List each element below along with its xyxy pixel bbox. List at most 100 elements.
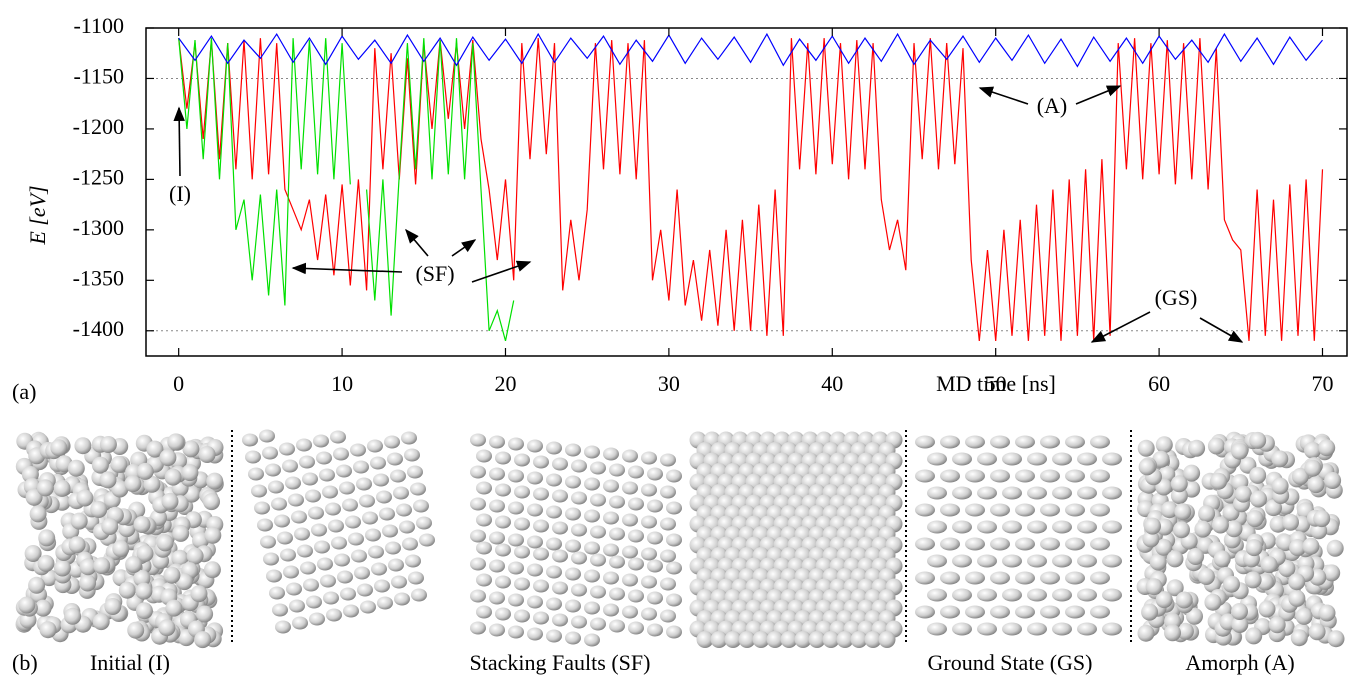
atom xyxy=(1155,591,1173,609)
atom xyxy=(353,460,369,474)
x-tick-label: 20 xyxy=(494,371,516,396)
atom xyxy=(508,593,524,607)
atom xyxy=(360,600,376,614)
atom xyxy=(1194,520,1212,538)
atom xyxy=(565,631,581,645)
atom xyxy=(1149,553,1167,571)
atom xyxy=(1040,435,1060,449)
atom xyxy=(514,517,530,531)
atom xyxy=(351,549,367,563)
atom xyxy=(206,472,224,490)
panel-label: (b) xyxy=(12,650,38,675)
atom xyxy=(277,531,293,545)
atom xyxy=(552,613,568,627)
atom xyxy=(915,537,935,551)
atom xyxy=(470,621,486,635)
atom xyxy=(533,487,549,501)
atom xyxy=(263,552,279,566)
atom xyxy=(1295,607,1313,625)
atom xyxy=(1002,520,1022,534)
atom xyxy=(254,501,270,515)
atom xyxy=(196,605,214,623)
atom xyxy=(1065,503,1085,517)
atom xyxy=(282,459,298,473)
atom xyxy=(311,523,327,537)
atom xyxy=(416,516,432,530)
atom xyxy=(546,565,562,579)
atom xyxy=(359,494,375,508)
atom xyxy=(533,611,549,625)
atom xyxy=(590,585,606,599)
atom xyxy=(514,485,530,499)
atom xyxy=(1144,517,1161,535)
atom xyxy=(952,554,972,568)
atom xyxy=(977,520,997,534)
atom xyxy=(590,525,606,539)
atom xyxy=(37,554,55,572)
atom xyxy=(1170,475,1188,493)
atom xyxy=(93,557,111,575)
atom xyxy=(36,479,54,497)
atom xyxy=(1015,605,1035,619)
atom xyxy=(1040,469,1060,483)
atom xyxy=(571,459,587,473)
atom xyxy=(1002,622,1022,636)
atom xyxy=(565,539,581,553)
atom xyxy=(76,489,94,507)
atom xyxy=(248,467,264,481)
atom xyxy=(322,485,338,499)
atom xyxy=(514,453,530,467)
atom xyxy=(738,631,756,648)
atom xyxy=(1291,467,1309,485)
atom xyxy=(470,557,486,571)
atom xyxy=(489,499,505,513)
atom xyxy=(552,457,568,471)
atom xyxy=(356,477,372,491)
atom xyxy=(1288,589,1306,607)
atom xyxy=(1210,472,1228,490)
atom xyxy=(590,553,606,567)
atom xyxy=(609,495,625,509)
atom xyxy=(965,571,985,585)
atom xyxy=(317,557,333,571)
atom xyxy=(495,483,511,497)
y-tick-label: -1350 xyxy=(73,265,124,290)
atom xyxy=(666,501,682,515)
atom xyxy=(257,518,273,532)
atom xyxy=(1065,435,1085,449)
atom xyxy=(977,452,997,466)
atom xyxy=(163,566,181,584)
atom xyxy=(306,595,322,609)
atom xyxy=(647,467,663,481)
atom xyxy=(1027,486,1047,500)
atom xyxy=(1065,469,1085,483)
atom xyxy=(552,521,568,535)
atom xyxy=(1027,554,1047,568)
atom xyxy=(1077,452,1097,466)
caption: Ground State (GS) xyxy=(928,650,1093,675)
atom xyxy=(552,489,568,503)
y-axis-label: E [eV] xyxy=(25,185,50,245)
atom xyxy=(533,579,549,593)
atom xyxy=(1258,600,1276,618)
atom xyxy=(565,507,581,521)
atom xyxy=(552,549,568,563)
atom xyxy=(927,520,947,534)
atom xyxy=(977,486,997,500)
atom xyxy=(508,501,524,515)
atom xyxy=(91,456,109,474)
atom xyxy=(965,537,985,551)
atom xyxy=(340,587,356,601)
atom xyxy=(336,464,352,478)
atom xyxy=(622,573,638,587)
atom xyxy=(164,468,182,486)
atom xyxy=(1198,505,1216,523)
atom xyxy=(724,631,742,648)
atom xyxy=(399,520,415,534)
atom xyxy=(299,455,315,469)
atom xyxy=(286,582,302,596)
atom xyxy=(1090,605,1110,619)
atom xyxy=(1327,630,1345,648)
atom xyxy=(533,455,549,469)
atom xyxy=(34,599,52,617)
